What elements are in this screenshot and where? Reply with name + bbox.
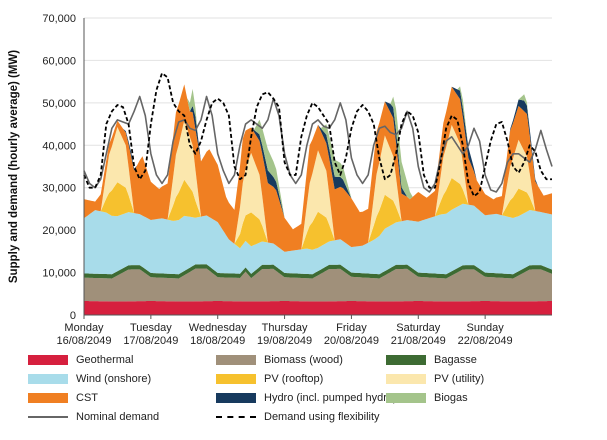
legend-item: Nominal demand bbox=[28, 408, 159, 426]
legend-swatch bbox=[28, 355, 68, 365]
area-pv-utility bbox=[84, 120, 552, 252]
legend-swatch bbox=[28, 374, 68, 384]
x-tick-label-day: Sunday bbox=[466, 322, 504, 334]
area-pv-rooftop bbox=[84, 177, 552, 252]
legend-label: Bagasse bbox=[434, 354, 477, 366]
legend-label: PV (utility) bbox=[434, 373, 485, 385]
y-tick-label: 50,000 bbox=[42, 98, 76, 110]
legend-label: Hydro (incl. pumped hydro) bbox=[264, 392, 397, 404]
demand-lines bbox=[83, 72, 553, 198]
y-tick-label: 30,000 bbox=[42, 183, 76, 195]
legend-item: CST bbox=[28, 389, 98, 407]
legend-line-sample bbox=[28, 416, 68, 418]
x-tick-label-date: 17/08/2049 bbox=[123, 335, 178, 345]
legend-swatch bbox=[216, 374, 256, 384]
x-tick-label-day: Saturday bbox=[396, 322, 441, 334]
x-tick-label-date: 16/08/2049 bbox=[56, 335, 111, 345]
x-tick-label-date: 19/08/2049 bbox=[257, 335, 312, 345]
y-tick-label: 0 bbox=[70, 310, 76, 322]
legend-item: Wind (onshore) bbox=[28, 370, 151, 388]
area-biomass-wood bbox=[84, 268, 552, 302]
legend-item: Bagasse bbox=[386, 351, 477, 369]
y-tick-label: 40,000 bbox=[42, 140, 76, 152]
axes: 0 10,000 20,000 30,000 40,000 50,000 60,000 70,… bbox=[42, 13, 552, 345]
legend-swatch bbox=[216, 355, 256, 365]
legend-swatch bbox=[386, 374, 426, 384]
x-tick-label-date: 22/08/2049 bbox=[458, 335, 513, 345]
x-tick-label-day: Monday bbox=[64, 322, 104, 334]
legend-label: Biogas bbox=[434, 392, 468, 404]
legend-line-sample bbox=[216, 416, 256, 418]
legend-label: Geothermal bbox=[76, 354, 134, 366]
y-axis-label: Supply and demand (hourly average) (MW) bbox=[8, 50, 20, 283]
legend-label: Wind (onshore) bbox=[76, 373, 152, 385]
legend-item: Biomass (wood) bbox=[216, 351, 343, 369]
legend-label: Biomass (wood) bbox=[264, 354, 343, 366]
legend: Geothermal Biomass (wood) Bagasse Wind (ons… bbox=[28, 351, 588, 435]
x-tick-label-date: 20/08/2049 bbox=[324, 335, 379, 345]
legend-label: Demand using flexibility bbox=[264, 411, 380, 423]
legend-item: Geothermal bbox=[28, 351, 133, 369]
legend-swatch bbox=[386, 393, 426, 403]
y-tick-label: 10,000 bbox=[42, 268, 76, 280]
legend-item: PV (rooftop) bbox=[216, 370, 323, 388]
x-tick-label-day: Friday bbox=[336, 322, 367, 334]
x-tick-label-day: Thursday bbox=[262, 322, 308, 334]
area-cst bbox=[84, 84, 552, 252]
x-tick-label-date: 21/08/2049 bbox=[391, 335, 446, 345]
legend-label: CST bbox=[76, 392, 98, 404]
area-wind-onshore bbox=[84, 203, 552, 275]
line-nominal-demand bbox=[83, 95, 553, 193]
legend-item: PV (utility) bbox=[386, 370, 484, 388]
area-geothermal bbox=[84, 300, 552, 315]
stacked-areas bbox=[84, 84, 552, 315]
chart-svg: 0 10,000 20,000 30,000 40,000 50,000 60,000 70,… bbox=[8, 13, 553, 345]
x-tick-label-day: Wednesday bbox=[189, 322, 247, 334]
legend-item: Demand using flexibility bbox=[216, 408, 380, 426]
legend-swatch bbox=[216, 393, 256, 403]
legend-item: Biogas bbox=[386, 389, 468, 407]
x-tick-label-date: 18/08/2049 bbox=[190, 335, 245, 345]
y-tick-label: 20,000 bbox=[42, 225, 76, 237]
area-bagasse bbox=[84, 264, 552, 279]
x-tick-label-day: Tuesday bbox=[130, 322, 172, 334]
legend-label: PV (rooftop) bbox=[264, 373, 324, 385]
legend-swatch bbox=[386, 355, 426, 365]
y-tick-label: 70,000 bbox=[42, 13, 76, 25]
y-tick-label: 60,000 bbox=[42, 55, 76, 67]
legend-item: Hydro (incl. pumped hydro) bbox=[216, 389, 397, 407]
legend-swatch bbox=[28, 393, 68, 403]
legend-label: Nominal demand bbox=[76, 411, 160, 423]
